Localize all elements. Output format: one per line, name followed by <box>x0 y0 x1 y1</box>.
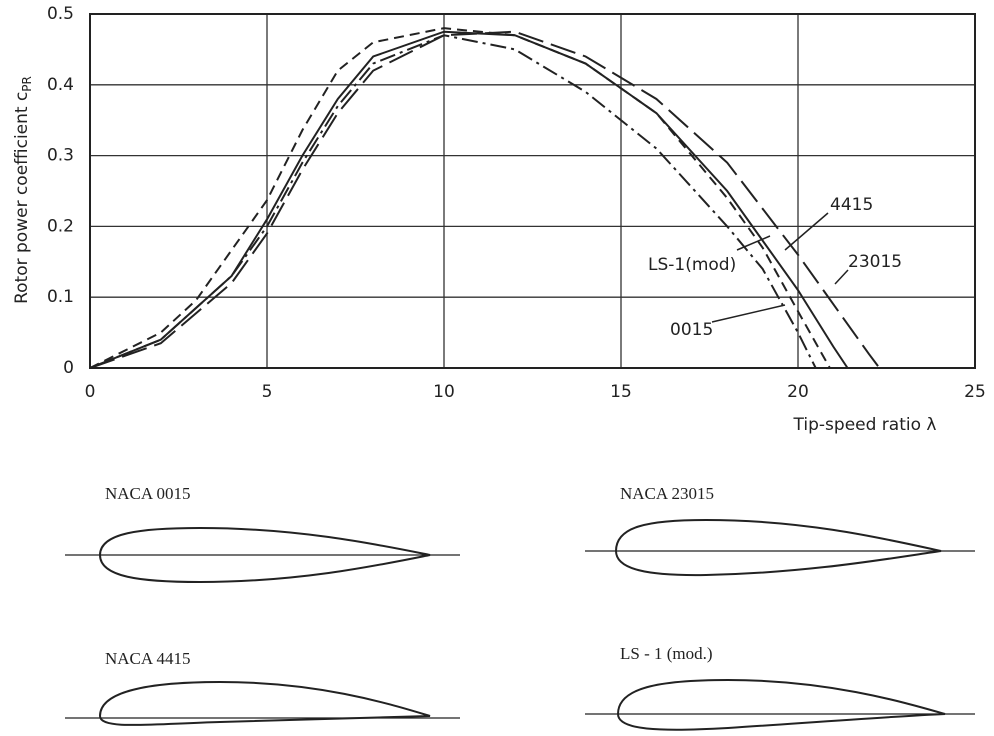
leader-line <box>711 304 786 323</box>
y-tick-label: 0 <box>63 358 74 378</box>
y-tick-label: 0.2 <box>47 216 74 236</box>
series-label: 4415 <box>830 195 873 215</box>
x-tick-label: 15 <box>610 382 632 402</box>
airfoil-shape <box>98 526 431 584</box>
series-label: LS-1(mod) <box>648 255 736 275</box>
y-tick-label: 0.4 <box>47 75 74 95</box>
airfoil-shape <box>98 680 431 726</box>
series-line <box>89 30 849 369</box>
airfoil-label: NACA 23015 <box>620 484 714 503</box>
y-tick-label: 0.5 <box>47 4 74 24</box>
leader-line <box>784 212 829 251</box>
x-tick-label: 20 <box>787 382 809 402</box>
y-tick-label: 0.3 <box>47 146 74 166</box>
series-label: 0015 <box>670 320 713 340</box>
leader-line <box>736 235 771 251</box>
series-label: 23015 <box>848 252 902 272</box>
airfoil-label: NACA 0015 <box>105 484 190 503</box>
plot-frame <box>89 13 976 369</box>
series-line <box>89 30 881 369</box>
series-line <box>89 27 831 369</box>
y-label: Rotor power coefficient c <box>12 92 32 304</box>
airfoil-label: LS - 1 (mod.) <box>620 644 713 663</box>
y-label-subscript: PR <box>20 76 34 92</box>
x-tick-label: 25 <box>964 382 986 402</box>
x-axis-title: Tip-speed ratio λ <box>793 415 937 435</box>
airfoil-shape <box>614 518 942 577</box>
series-line <box>89 34 817 369</box>
y-tick-label: 0.1 <box>47 287 74 307</box>
x-tick-label: 10 <box>433 382 455 402</box>
leader-line <box>834 269 849 285</box>
x-tick-label: 5 <box>262 382 273 402</box>
airfoil-shape <box>616 678 946 731</box>
y-axis-title: Rotor power coefficient cPR <box>12 76 34 304</box>
x-tick-label: 0 <box>85 382 96 402</box>
airfoil-label: NACA 4415 <box>105 649 190 668</box>
